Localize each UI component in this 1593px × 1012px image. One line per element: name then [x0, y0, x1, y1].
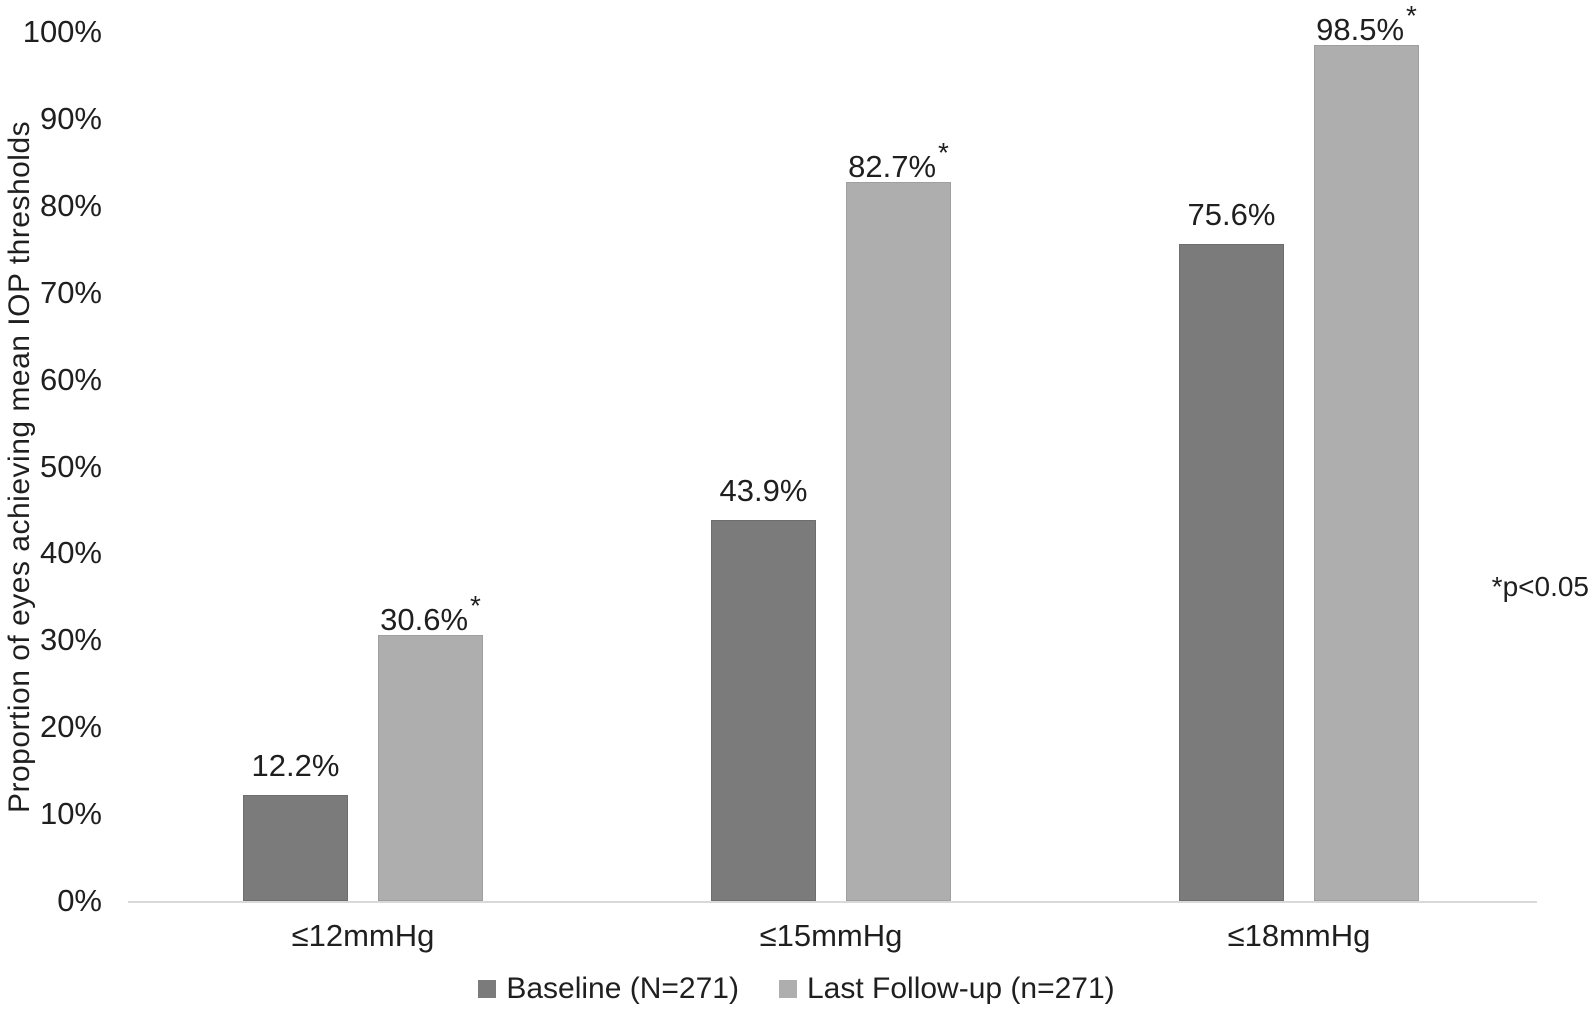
y-axis-tick-label: 100% [22, 14, 102, 49]
data-label-last-follow-up-group-2: 82.7%* [789, 135, 1009, 185]
baseline-swatch-icon [478, 980, 497, 998]
p-value-annotation: *p<0.05 [1491, 571, 1589, 602]
last-follow-up-swatch-icon [778, 980, 797, 998]
bar-last-follow-up-group-3 [1314, 45, 1419, 901]
y-axis-tick-label: 60% [39, 361, 102, 397]
x-axis-category-label: ≤15mmHg [759, 918, 903, 953]
data-label-value: 82.7% [848, 149, 937, 185]
legend-item-last-follow-up: Last Follow-up (n=271) [778, 972, 1115, 1006]
y-axis-tick-label: 20% [39, 709, 102, 745]
data-label-value: 43.9% [719, 472, 808, 508]
data-label-baseline-group-3: 75.6% [1122, 197, 1342, 233]
y-axis-tick-label: 10% [39, 796, 102, 832]
bar-baseline-group-2 [711, 519, 816, 901]
legend: Baseline (N=271) Last Follow-up (n=271) [0, 972, 1593, 1006]
y-axis-tick-label: 50% [39, 448, 102, 484]
data-label-baseline-group-2: 43.9% [654, 473, 874, 509]
x-axis-category-label: ≤12mmHg [291, 918, 435, 953]
bar-baseline-group-1 [243, 794, 348, 901]
data-label-baseline-group-1: 12.2% [186, 748, 406, 784]
y-axis-tick-label: 40% [39, 535, 102, 571]
significance-asterisk: * [470, 590, 481, 622]
data-label-last-follow-up-group-3: 98.5%* [1257, 0, 1477, 48]
y-axis-tick-label: 0% [57, 883, 102, 918]
y-axis-tick-label: 80% [39, 187, 102, 223]
x-axis-line [128, 901, 1537, 903]
data-label-value: 30.6% [380, 602, 469, 638]
data-label-value: 75.6% [1187, 197, 1276, 233]
legend-label-baseline: Baseline (N=271) [506, 972, 739, 1005]
significance-asterisk: * [1406, 0, 1417, 32]
legend-item-baseline: Baseline (N=271) [478, 972, 739, 1006]
y-axis-tick-label: 70% [39, 274, 102, 310]
bar-last-follow-up-group-1 [378, 635, 483, 901]
legend-label-last-follow-up: Last Follow-up (n=271) [806, 972, 1115, 1005]
bar-baseline-group-3 [1179, 244, 1284, 901]
x-axis-category-label: ≤18mmHg [1227, 918, 1371, 953]
y-axis-tick-label: 30% [39, 622, 102, 658]
data-label-last-follow-up-group-1: 30.6%* [321, 588, 541, 638]
y-axis-tick-label: 90% [39, 100, 102, 136]
data-label-value: 12.2% [251, 747, 340, 783]
bar-last-follow-up-group-2 [846, 182, 951, 901]
significance-asterisk: * [938, 137, 949, 169]
data-label-value: 98.5% [1316, 12, 1405, 48]
